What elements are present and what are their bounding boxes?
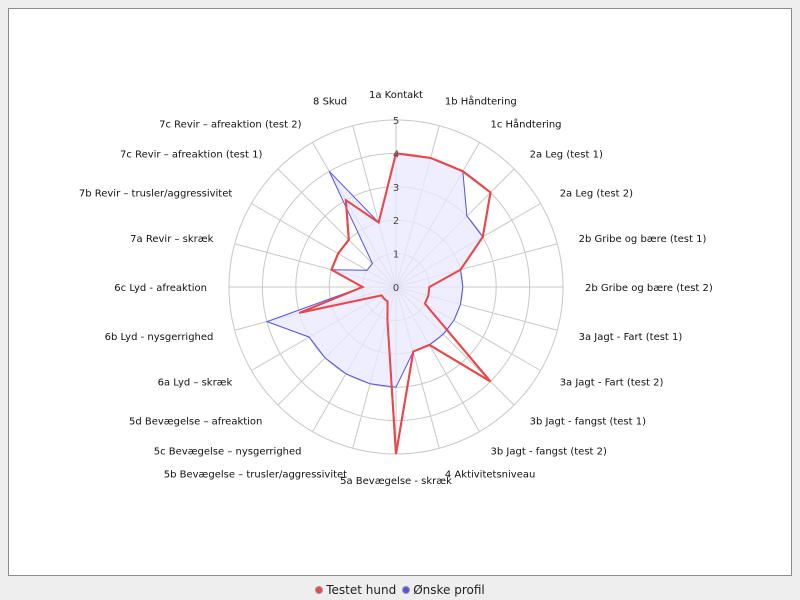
category-label-1: 1b Håndtering <box>445 94 517 107</box>
category-label-23: 8 Skud <box>313 96 347 107</box>
category-label-21: 7c Revir – afreaktion (test 1) <box>120 149 262 160</box>
category-label-12: 5a Bevægelse - skræk <box>340 476 452 487</box>
category-label-10: 3b Jagt - fangst (test 2) <box>491 447 607 458</box>
legend-label-onske-profil: Ønske profil <box>413 583 485 597</box>
r-tick-5: 5 <box>393 116 399 127</box>
category-label-8: 3a Jagt - Fart (test 2) <box>560 378 664 389</box>
category-label-7: 3a Jagt - Fart (test 1) <box>579 332 683 343</box>
category-label-22: 7c Revir – afreaktion (test 2) <box>159 119 301 130</box>
r-tick-0: 0 <box>393 283 399 294</box>
legend-item-onske-profil: Ønske profil <box>402 583 485 597</box>
category-label-4: 2a Leg (test 2) <box>560 189 633 200</box>
r-tick-1: 1 <box>393 250 399 261</box>
series-line-testet-hund <box>298 152 492 455</box>
series-polygon-1 <box>265 152 484 388</box>
r-tick-3: 3 <box>393 183 399 194</box>
radar-chart: 0 1 2 3 4 5 1a Kontakt 1b Håndtering 1c Håndteri… <box>79 90 713 487</box>
category-label-19: 7a Revir – skræk <box>130 234 213 245</box>
r-tick-2: 2 <box>393 216 399 227</box>
legend-label-testet-hund: Testet hund <box>326 583 397 597</box>
category-label-13: 5b Bevægelse – trusler/aggressivitet <box>164 470 347 481</box>
r-tick-4: 4 <box>393 149 399 160</box>
category-label-20: 7b Revir – trusler/aggressivitet <box>79 189 233 200</box>
legend-swatch-testet-hund <box>315 586 324 594</box>
category-label-14: 5c Bevægelse – nysgerrighed <box>154 447 302 458</box>
category-label-18: 6c Lyd - afreaktion <box>114 283 207 294</box>
category-label-2: 1c Håndtering <box>491 117 562 130</box>
category-label-15: 5d Bevægelse – afreaktion <box>129 417 262 428</box>
legend-item-testet-hund: Testet hund <box>315 583 396 597</box>
category-label-6: 2b Gribe og bære (test 2) <box>585 283 713 294</box>
legend-swatch-onske-profil <box>402 586 411 594</box>
category-label-0: 1a Kontakt <box>369 90 423 101</box>
category-label-9: 3b Jagt - fangst (test 1) <box>530 417 646 428</box>
category-label-11: 4 Aktivitetsniveau <box>445 470 535 481</box>
category-label-16: 6a Lyd – skræk <box>158 378 233 389</box>
category-label-3: 2a Leg (test 1) <box>530 149 603 160</box>
category-label-17: 6b Lyd - nysgerrighed <box>105 332 214 343</box>
category-label-5: 2b Gribe og bære (test 1) <box>579 234 707 245</box>
legend: Testet hund Ønske profil <box>0 580 800 600</box>
